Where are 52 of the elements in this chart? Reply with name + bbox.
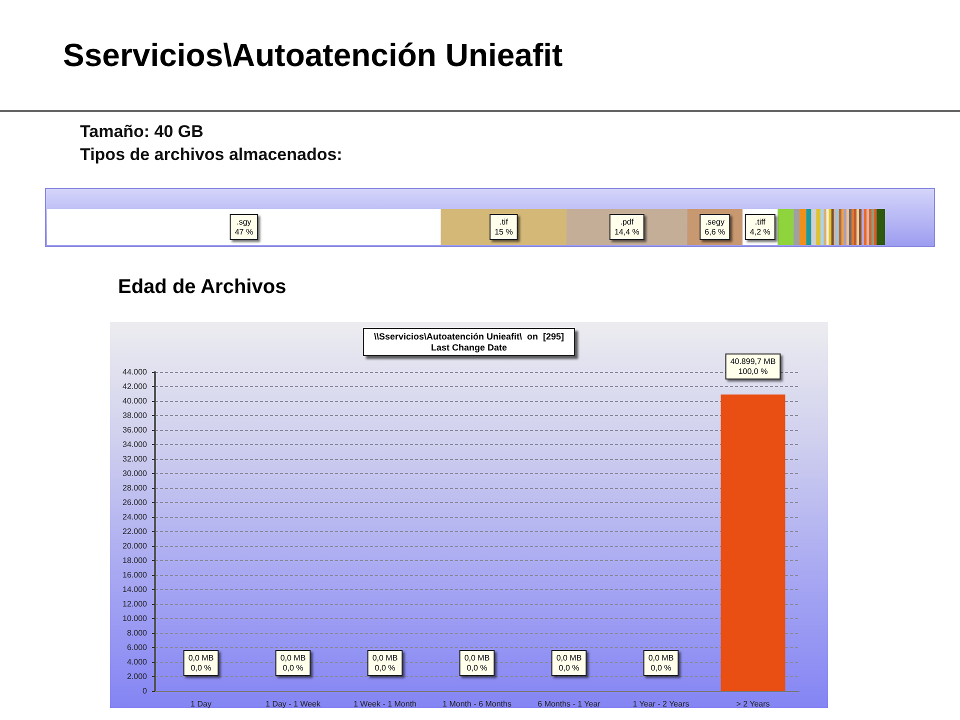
x-tick-label: 1 Week - 1 Month (354, 700, 416, 708)
x-tick-label: 6 Months - 1 Year (538, 700, 601, 708)
x-tick-label: 1 Day - 1 Week (266, 700, 322, 708)
y-tick-label: 22.000 (122, 527, 148, 536)
y-tick-label: 24.000 (122, 512, 148, 522)
y-tick-label: 30.000 (122, 469, 148, 478)
chart-title: Edad de Archivos (118, 276, 286, 298)
text: Tamaño: 40 GB (80, 122, 204, 141)
data-label: 0,0 MB 0,0 % (648, 654, 674, 672)
series-label: .segy (705, 218, 724, 226)
y-tick-label: 2.000 (126, 672, 148, 681)
x-tick-label: > 2 Years (736, 700, 770, 708)
y-tick-label: 32.000 (122, 454, 148, 464)
series-label: .pdf (620, 218, 634, 226)
y-tick-label: 42.000 (122, 382, 148, 391)
data-label: 40.899,7 MB 100,0 % (730, 356, 776, 376)
y-tick-label: 38.000 (122, 411, 148, 420)
data-label: 14,4 % (614, 228, 640, 236)
y-tick-label: 20.000 (122, 542, 148, 550)
y-tick-label: 12.000 (122, 600, 148, 608)
y-tick-label: 8.000 (126, 628, 148, 638)
y-tick-label: 26.000 (122, 498, 148, 507)
y-tick-label: 4.000 (126, 658, 148, 666)
series-label: .tiff (754, 218, 766, 226)
y-tick-label: 44.000 (122, 368, 148, 376)
data-label: 0,0 MB 0,0 % (188, 654, 214, 672)
data-label: 0,0 MB 0,0 % (464, 654, 490, 672)
y-tick-label: 34.000 (122, 440, 148, 449)
series-label: .tif (499, 218, 509, 226)
y-tick-label: 40.000 (122, 396, 148, 406)
chart-title: Sservicios\Autoatención Unieafit (63, 37, 564, 73)
y-tick-label: 28.000 (122, 484, 148, 492)
data-label: 6,6 % (704, 228, 726, 236)
y-tick-label: 36.000 (122, 426, 148, 434)
data-label: 15 % (494, 228, 513, 236)
data-label: 47 % (234, 228, 254, 236)
y-tick-label: 10.000 (122, 614, 148, 623)
data-label: 4,2 % (750, 228, 770, 236)
chart-subtitle: \\Sservicios\Autoatención Unieafit\ on [295] Last Change Date (374, 332, 564, 352)
y-tick-label: 16.000 (122, 570, 148, 580)
x-tick-label: 1 Year - 2 Years (632, 700, 690, 708)
y-tick-label: 6.000 (126, 643, 148, 652)
text: Tipos de archivos almacenados: (80, 145, 342, 164)
series-label: .sgy (236, 218, 252, 226)
y-tick-label: 0 (142, 686, 148, 696)
y-tick-label: 14.000 (122, 585, 148, 594)
data-label: 0,0 MB 0,0 % (556, 654, 582, 672)
x-tick-label: 1 Day (190, 700, 212, 708)
data-label: 0,0 MB 0,0 % (372, 654, 398, 672)
data-label: 0,0 MB 0,0 % (280, 654, 306, 672)
x-tick-label: 1 Month - 6 Months (442, 700, 512, 708)
y-tick-label: 18.000 (122, 556, 148, 565)
